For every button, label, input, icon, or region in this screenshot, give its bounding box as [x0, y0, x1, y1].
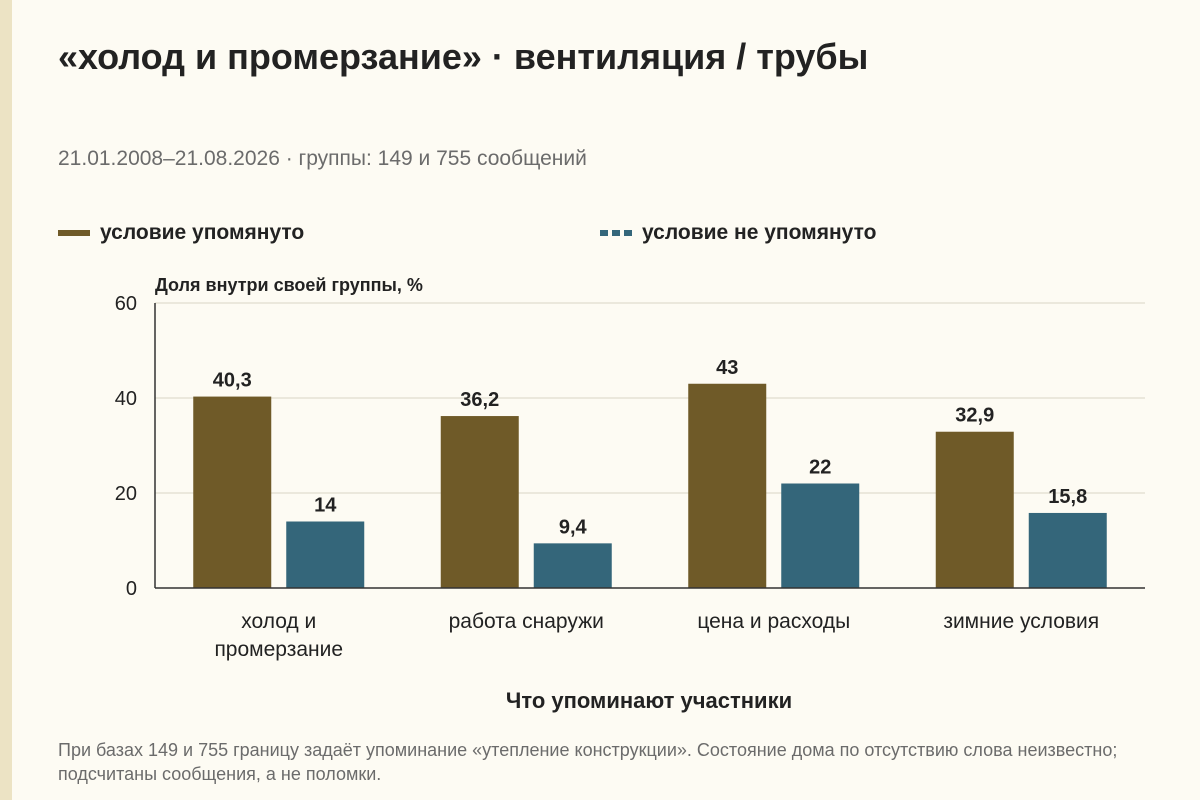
x-tick-label: холод и — [241, 610, 316, 633]
data-label: 14 — [314, 495, 337, 517]
bar-mentioned — [440, 416, 519, 588]
footnote: При базах 149 и 755 границу задаёт упоми… — [58, 740, 1118, 784]
x-tick-label: цена и расходы — [697, 610, 850, 633]
y-tick-label: 0 — [126, 578, 137, 600]
data-label: 36,2 — [460, 389, 499, 411]
data-label: 40,3 — [213, 370, 252, 392]
bar-not-mentioned — [533, 543, 612, 588]
bar-mentioned — [688, 383, 767, 588]
y-tick-label: 40 — [115, 388, 137, 410]
x-tick-label: работа снаружи — [449, 610, 604, 633]
legend-item-mentioned: условие упомянуто — [58, 220, 304, 246]
bar-not-mentioned — [1028, 512, 1107, 588]
bar-not-mentioned — [781, 483, 860, 588]
legend-swatch-mentioned — [58, 230, 90, 236]
legend-item-not-mentioned: условие не упомянуто — [600, 220, 876, 246]
bar-mentioned — [193, 396, 272, 588]
x-axis-label: Что упоминают участники — [506, 688, 792, 713]
legend-label-mentioned: условие упомянуто — [100, 221, 305, 244]
bar-mentioned — [935, 431, 1014, 588]
bar-not-mentioned — [286, 521, 365, 588]
data-label: 9,4 — [559, 516, 588, 538]
left-accent-strip — [0, 0, 12, 800]
data-label: 22 — [809, 457, 831, 479]
data-label: 43 — [716, 357, 738, 379]
chart-title: «холод и промерзание» · вентиляция / тру… — [58, 36, 869, 77]
legend-label-not-mentioned: условие не упомянуто — [642, 221, 877, 244]
chart-subtitle: 21.01.2008–21.08.2026 · группы: 149 и 75… — [58, 147, 587, 170]
legend-swatch-not-mentioned — [600, 230, 632, 236]
y-tick-label: 20 — [115, 483, 137, 505]
x-tick-label: зимние условия — [943, 610, 1099, 633]
data-label: 32,9 — [955, 405, 994, 427]
data-label: 15,8 — [1048, 486, 1087, 508]
y-axis-label: Доля внутри своей группы, % — [155, 275, 423, 295]
y-tick-label: 60 — [115, 293, 137, 315]
x-tick-label: промерзание — [214, 638, 343, 661]
